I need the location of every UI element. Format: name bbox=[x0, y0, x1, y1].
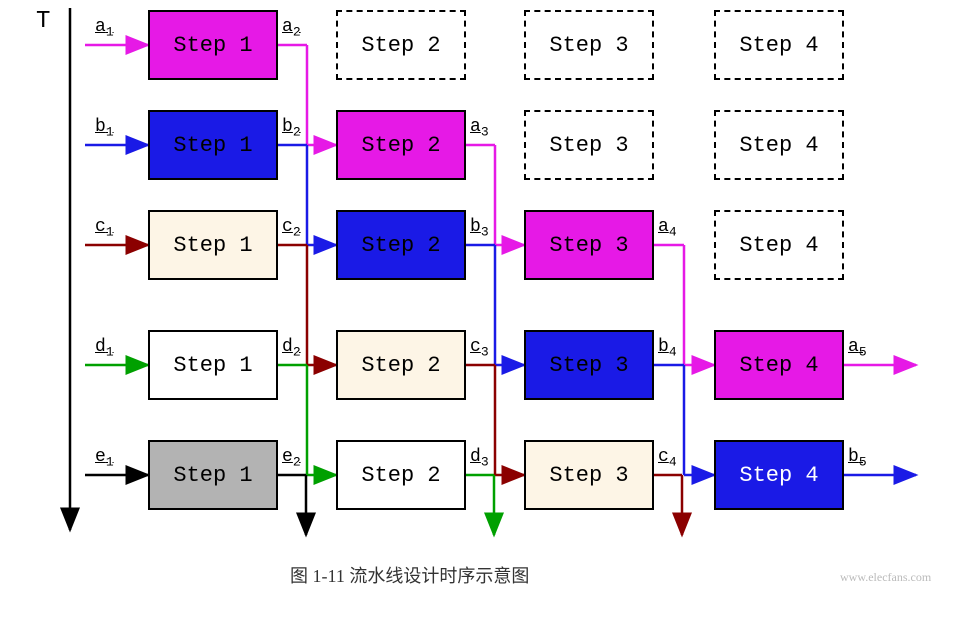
step-box: Step 2 bbox=[336, 110, 466, 180]
arrows-layer bbox=[0, 0, 962, 617]
step-box: Step 1 bbox=[148, 210, 278, 280]
step-box: Step 1 bbox=[148, 330, 278, 400]
signal-label: d2 bbox=[282, 337, 301, 360]
figure-caption: 图 1-11 流水线设计时序示意图 bbox=[290, 562, 529, 588]
step-box: Step 2 bbox=[336, 10, 466, 80]
signal-label: b2 bbox=[282, 117, 301, 140]
signal-label: d1 bbox=[95, 337, 114, 360]
step-box: Step 3 bbox=[524, 440, 654, 510]
step-box: Step 4 bbox=[714, 210, 844, 280]
step-box: Step 4 bbox=[714, 110, 844, 180]
signal-label: a3 bbox=[470, 117, 489, 140]
signal-label: b4 bbox=[658, 337, 677, 360]
signal-label: c2 bbox=[282, 217, 301, 240]
signal-label: d3 bbox=[470, 447, 489, 470]
signal-label: e2 bbox=[282, 447, 301, 470]
signal-label: b3 bbox=[470, 217, 489, 240]
step-box: Step 2 bbox=[336, 210, 466, 280]
step-box: Step 4 bbox=[714, 10, 844, 80]
watermark: www.elecfans.com bbox=[840, 570, 931, 586]
time-axis-label: T bbox=[36, 8, 50, 35]
signal-label: a1 bbox=[95, 17, 114, 40]
signal-label: a5 bbox=[848, 337, 867, 360]
step-box: Step 1 bbox=[148, 10, 278, 80]
step-box: Step 3 bbox=[524, 210, 654, 280]
signal-label: c3 bbox=[470, 337, 489, 360]
signal-label: e1 bbox=[95, 447, 114, 470]
step-box: Step 1 bbox=[148, 110, 278, 180]
signal-label: b1 bbox=[95, 117, 114, 140]
step-box: Step 3 bbox=[524, 110, 654, 180]
step-box: Step 3 bbox=[524, 10, 654, 80]
signal-label: a2 bbox=[282, 17, 301, 40]
signal-label: b5 bbox=[848, 447, 867, 470]
step-box: Step 4 bbox=[714, 330, 844, 400]
step-box: Step 3 bbox=[524, 330, 654, 400]
step-box: Step 2 bbox=[336, 330, 466, 400]
signal-label: c1 bbox=[95, 217, 114, 240]
signal-label: a4 bbox=[658, 217, 677, 240]
step-box: Step 2 bbox=[336, 440, 466, 510]
step-box: Step 1 bbox=[148, 440, 278, 510]
pipeline-diagram: Step 1 Step 2 Step 3 Step 4 Step 1 Step 2 Step… bbox=[0, 0, 962, 617]
signal-label: c4 bbox=[658, 447, 677, 470]
step-box: Step 4 bbox=[714, 440, 844, 510]
